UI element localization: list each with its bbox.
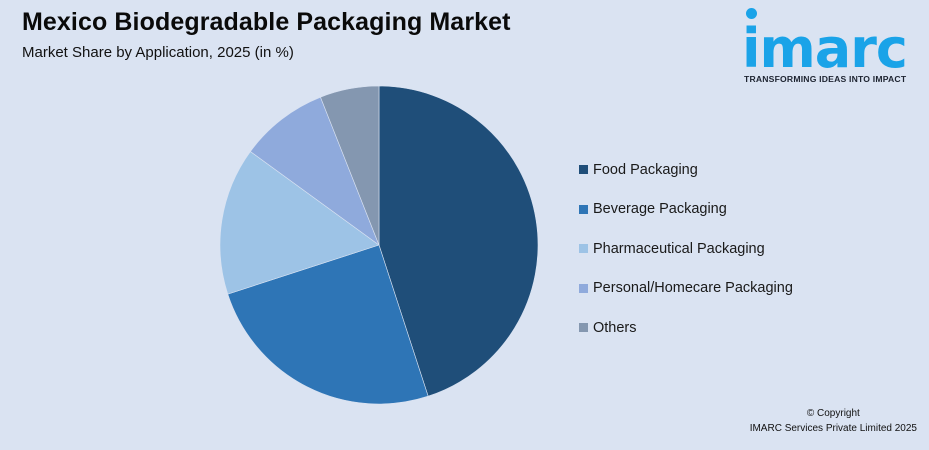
legend-swatch-icon (579, 204, 588, 214)
pie-slice-pharmaceutical (219, 151, 380, 295)
chart-legend: Food Packaging Beverage Packaging Pharma… (579, 150, 793, 348)
legend-label: Beverage Packaging (593, 201, 727, 218)
copyright-company: IMARC Services Private Limited 2025 (749, 423, 917, 434)
pie-chart (219, 85, 539, 405)
imarc-logo: imarc TRANSFORMING IDEAS INTO IMPACT (742, 8, 922, 88)
pie-slice-beverage (227, 244, 429, 405)
copyright-notice: © Copyright IMARC Services Private Limit… (750, 406, 917, 436)
chart-title: Mexico Biodegradable Packaging Market (22, 8, 511, 36)
copyright-line: © Copyright (806, 408, 860, 419)
chart-subtitle: Market Share by Application, 2025 (in %) (22, 44, 294, 61)
legend-swatch-icon (579, 323, 588, 333)
legend-label: Food Packaging (593, 161, 698, 178)
pie-slice-others (320, 85, 380, 246)
legend-swatch-icon (579, 244, 588, 254)
legend-label: Others (593, 319, 637, 336)
pie-slice-food (378, 85, 539, 397)
pie-slice-personal-homecare (249, 96, 380, 246)
legend-item-food: Food Packaging (579, 150, 793, 190)
legend-label: Pharmaceutical Packaging (593, 240, 765, 257)
logo-dot-icon (746, 8, 757, 19)
logo-tagline: TRANSFORMING IDEAS INTO IMPACT (744, 74, 907, 84)
legend-item-personal-homecare: Personal/Homecare Packaging (579, 269, 793, 309)
logo-wordmark: imarc (742, 17, 908, 80)
legend-swatch-icon (579, 283, 588, 293)
legend-swatch-icon (579, 165, 588, 175)
legend-item-others: Others (579, 308, 793, 348)
legend-item-beverage: Beverage Packaging (579, 190, 793, 230)
legend-label: Personal/Homecare Packaging (593, 280, 793, 297)
legend-item-pharmaceutical: Pharmaceutical Packaging (579, 229, 793, 269)
